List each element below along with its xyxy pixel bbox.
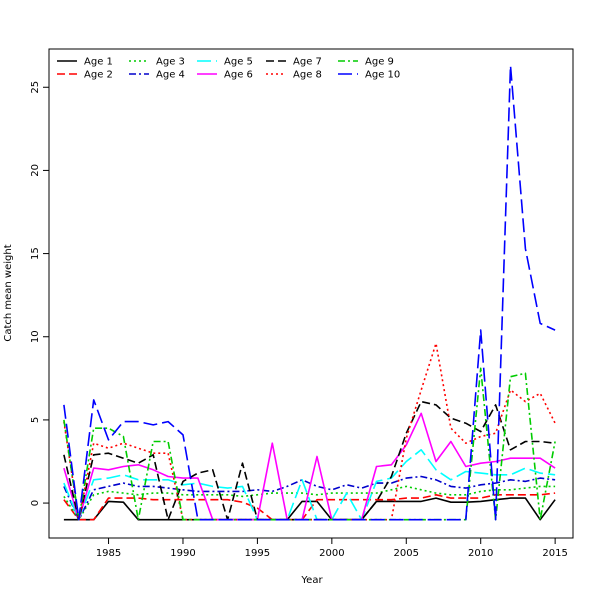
x-tick-label: 2005 bbox=[394, 548, 419, 559]
y-tick-label: 20 bbox=[30, 164, 41, 177]
legend-label-age-4: Age 4 bbox=[156, 70, 185, 81]
legend: Age 1 Age 2 Age 3 Age 4 Age 5 Age 6 Age 7 Age 8… bbox=[57, 57, 400, 81]
x-tick-label: 1990 bbox=[170, 548, 195, 559]
plot-frame bbox=[48, 48, 574, 539]
y-tick-label: 5 bbox=[30, 417, 41, 423]
y-axis: 0 5 10 15 20 25 bbox=[30, 81, 49, 506]
x-tick-label: 1985 bbox=[96, 548, 121, 559]
legend-label-age-3: Age 3 bbox=[156, 57, 185, 68]
series-line-age-10 bbox=[63, 64, 556, 521]
legend-label-age-2: Age 2 bbox=[84, 70, 113, 81]
x-tick-label: 1995 bbox=[245, 548, 270, 559]
legend-label-age-9: Age 9 bbox=[365, 57, 394, 68]
y-tick-label: 0 bbox=[30, 500, 41, 506]
x-tick-label: 2000 bbox=[319, 548, 344, 559]
y-tick-label: 15 bbox=[30, 247, 41, 260]
legend-label-age-10: Age 10 bbox=[365, 70, 400, 81]
legend-label-age-7: Age 7 bbox=[293, 57, 322, 68]
series-line-age-4 bbox=[63, 475, 556, 521]
x-tick-label: 2015 bbox=[542, 548, 567, 559]
series-line-age-2 bbox=[63, 492, 556, 521]
series-line-age-9 bbox=[63, 367, 556, 521]
legend-label-age-5: Age 5 bbox=[224, 57, 253, 68]
x-axis: 1985 1990 1995 2000 2005 2010 2015 bbox=[96, 538, 568, 559]
series-line-age-6 bbox=[63, 412, 556, 521]
legend-label-age-6: Age 6 bbox=[224, 70, 253, 81]
x-axis-label: Year bbox=[300, 575, 323, 586]
legend-label-age-1: Age 1 bbox=[84, 57, 113, 68]
series-lines bbox=[63, 64, 556, 521]
x-tick-label: 2010 bbox=[468, 548, 493, 559]
y-tick-label: 10 bbox=[30, 330, 41, 343]
y-tick-label: 25 bbox=[30, 81, 41, 94]
legend-label-age-8: Age 8 bbox=[293, 70, 322, 81]
y-axis-label: Catch mean weight bbox=[3, 244, 14, 341]
